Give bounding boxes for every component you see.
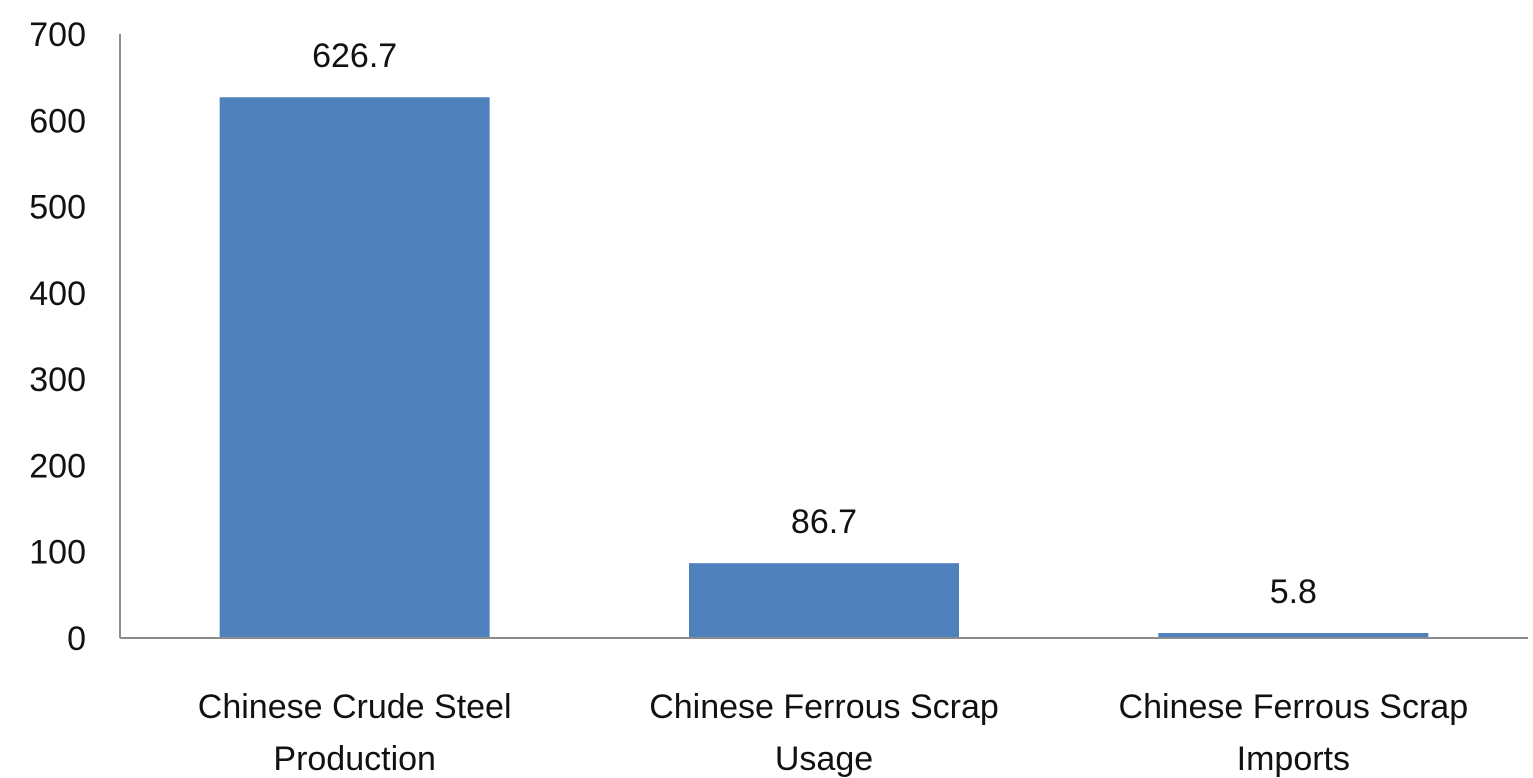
data-labels: 626.7 86.7 5.8 (312, 37, 1317, 611)
y-tick-label: 700 (29, 16, 86, 54)
x-category-label: Chinese Crude Steel (198, 688, 512, 726)
x-category-label: Imports (1237, 740, 1350, 778)
y-tick-label: 0 (67, 620, 86, 658)
y-tick-label: 300 (29, 361, 86, 399)
x-category-label: Chinese Ferrous Scrap (649, 688, 999, 726)
y-axis-tick-labels: 0 100 200 300 400 500 600 700 (29, 16, 86, 658)
bars (219, 97, 1429, 638)
x-category-label: Production (273, 740, 436, 778)
y-tick-label: 200 (29, 447, 86, 485)
x-axis-category-labels: Chinese Crude Steel Production Chinese Fer… (198, 688, 1468, 778)
bar-data-label: 86.7 (791, 503, 857, 541)
bar (219, 97, 490, 638)
x-category-label: Chinese Ferrous Scrap (1119, 688, 1469, 726)
bar (689, 563, 959, 638)
bar-data-label: 626.7 (312, 37, 397, 75)
bar-data-label: 5.8 (1270, 573, 1317, 611)
x-category-label: Usage (775, 740, 873, 778)
y-tick-label: 500 (29, 189, 86, 227)
y-tick-label: 100 (29, 534, 86, 572)
bar (1158, 632, 1429, 638)
y-tick-label: 400 (29, 275, 86, 313)
y-tick-label: 600 (29, 102, 86, 140)
